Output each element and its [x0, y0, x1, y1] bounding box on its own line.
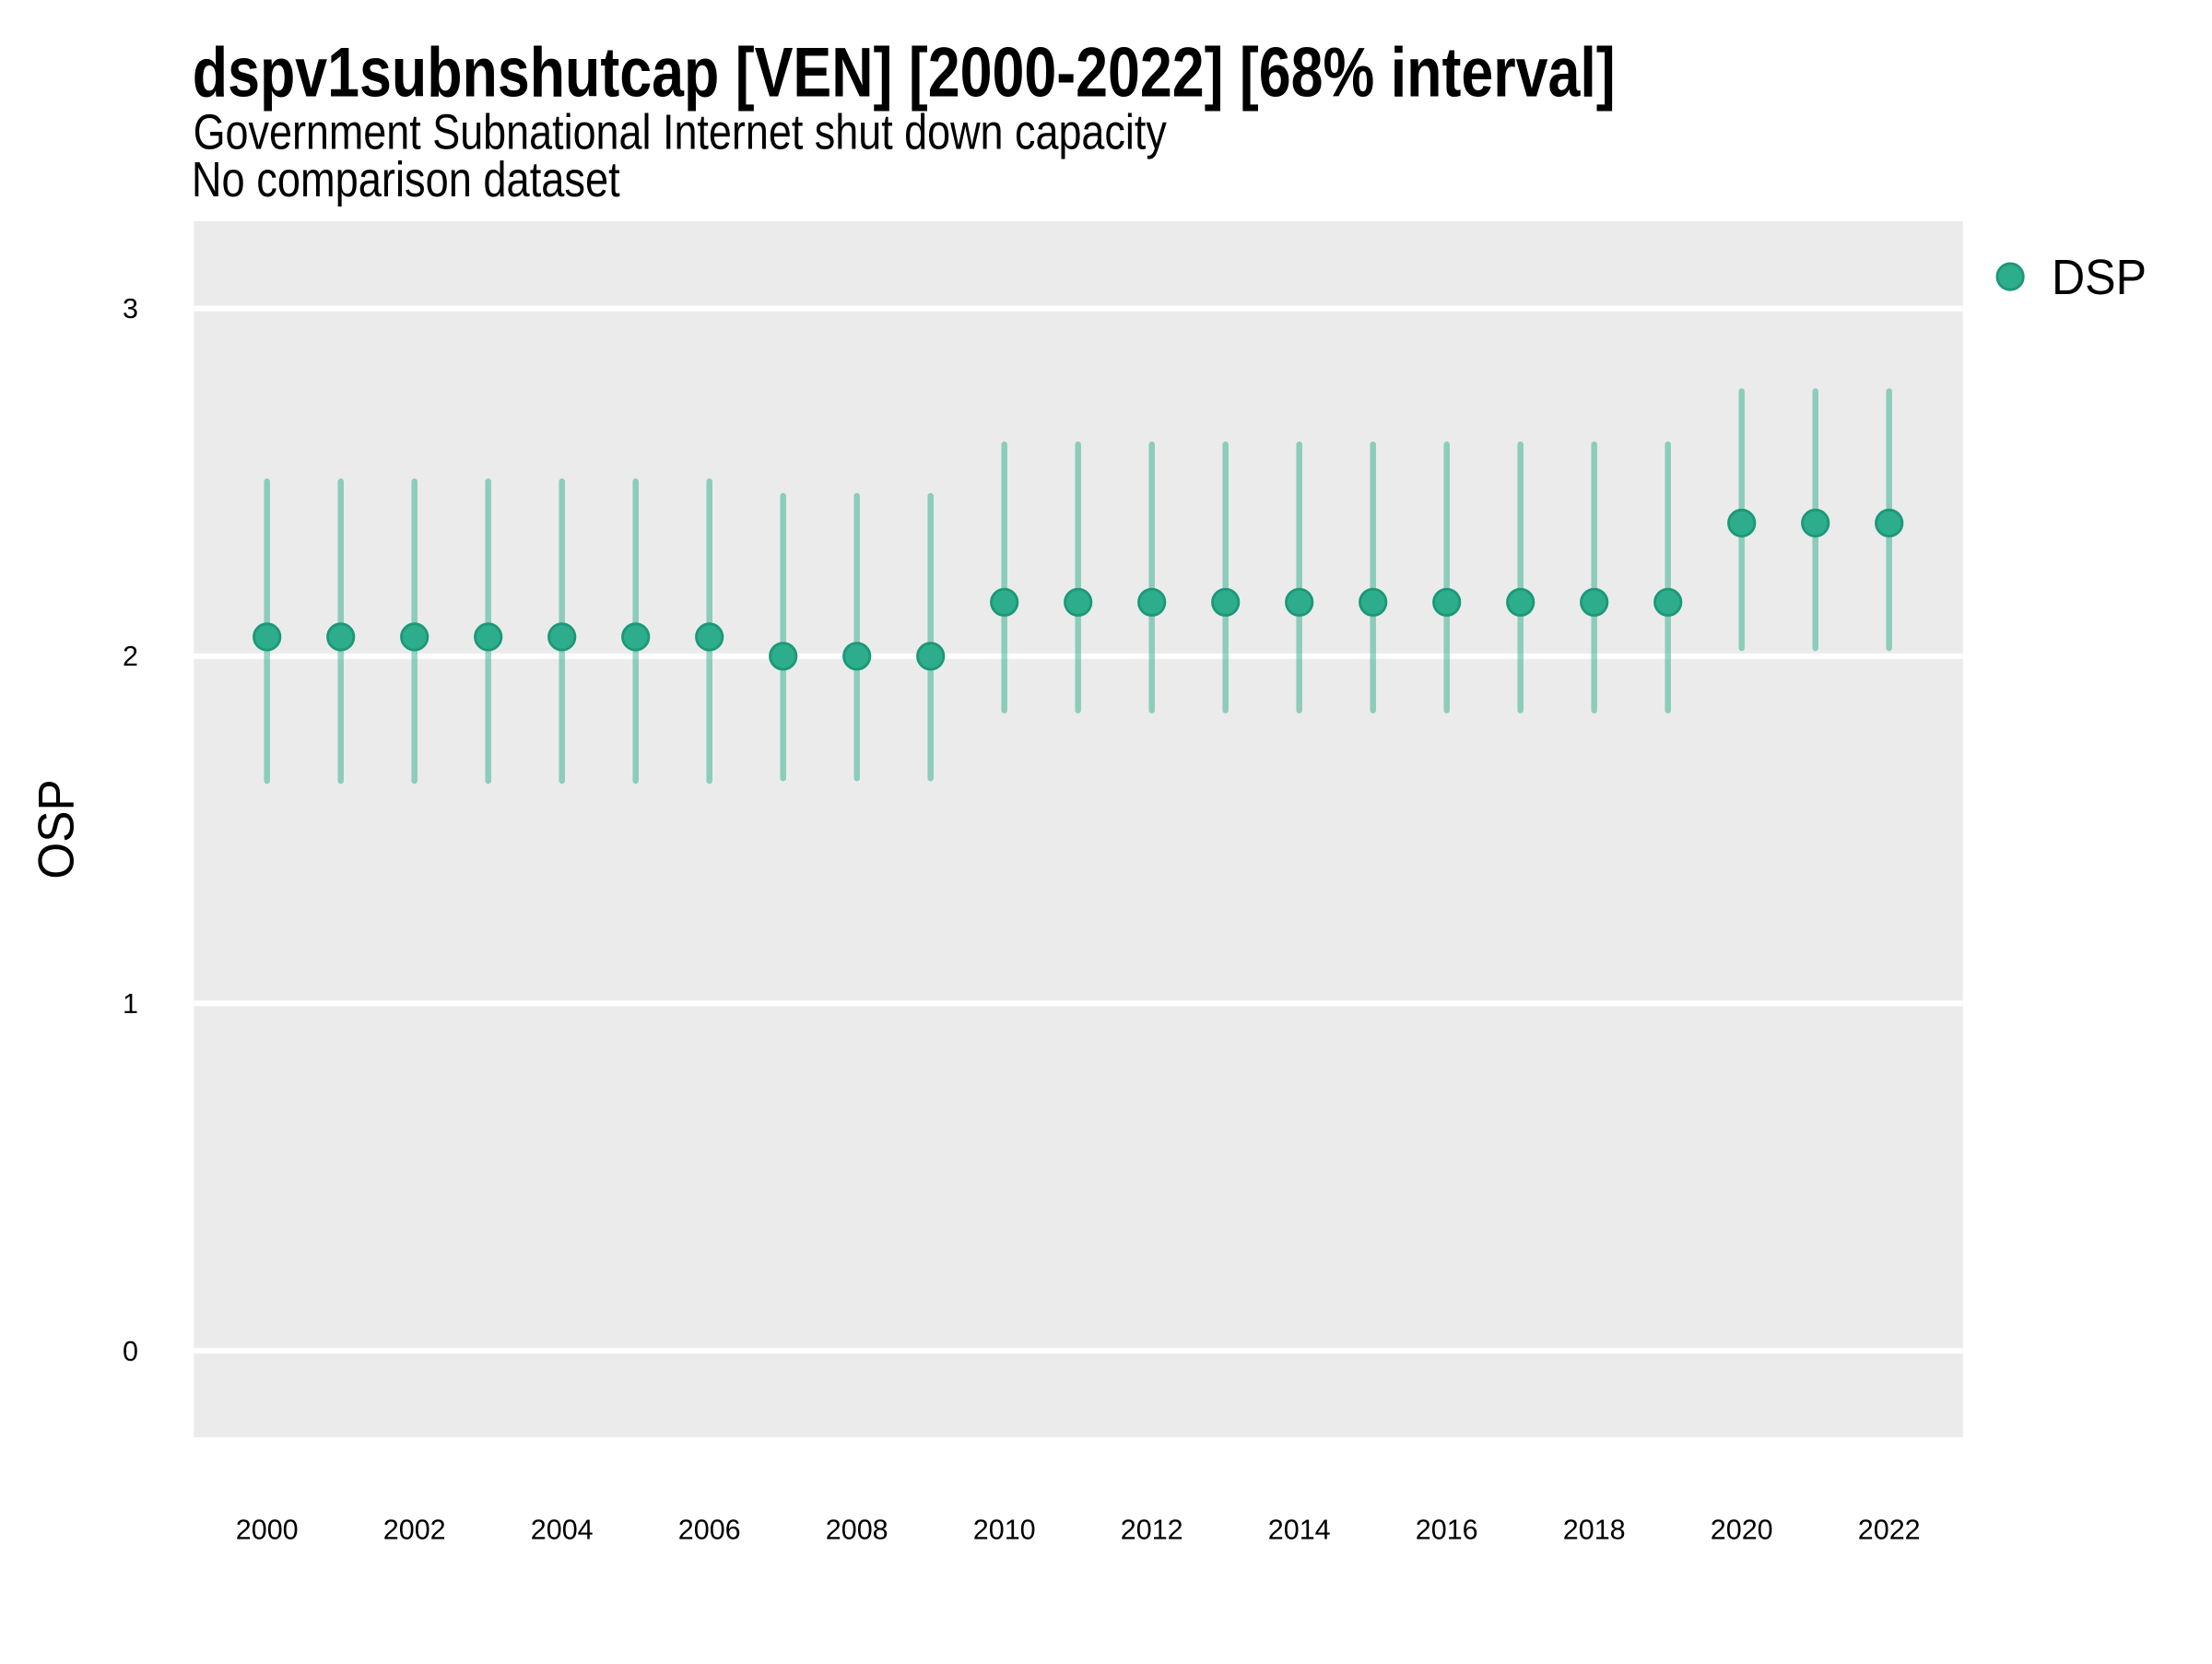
svg-text:0: 0	[123, 1336, 138, 1367]
svg-text:2020: 2020	[1711, 1514, 1773, 1545]
svg-text:2012: 2012	[1121, 1514, 1183, 1545]
svg-text:Government Subnational Interne: Government Subnational Internet shut dow…	[194, 105, 1167, 160]
svg-text:2014: 2014	[1268, 1514, 1331, 1545]
svg-text:OSP: OSP	[27, 779, 84, 879]
svg-text:2004: 2004	[531, 1514, 594, 1545]
svg-text:1: 1	[123, 988, 138, 1020]
svg-text:2000: 2000	[236, 1514, 299, 1545]
svg-text:2002: 2002	[383, 1514, 446, 1545]
svg-text:2: 2	[123, 641, 138, 672]
svg-text:DSP: DSP	[2052, 250, 2147, 305]
svg-text:dspv1subnshutcap [VEN] [2000-2: dspv1subnshutcap [VEN] [2000-2022] [68% …	[193, 34, 1616, 112]
svg-text:2006: 2006	[678, 1514, 741, 1545]
svg-text:No comparison dataset: No comparison dataset	[192, 152, 620, 207]
svg-text:3: 3	[123, 293, 138, 325]
svg-text:2016: 2016	[1416, 1514, 1478, 1545]
svg-text:2018: 2018	[1563, 1514, 1626, 1545]
svg-text:2022: 2022	[1858, 1514, 1921, 1545]
svg-text:2008: 2008	[826, 1514, 888, 1545]
svg-text:2010: 2010	[973, 1514, 1036, 1545]
